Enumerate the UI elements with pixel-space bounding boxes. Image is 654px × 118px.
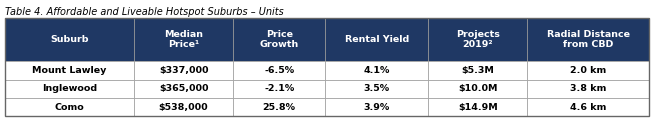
Text: Radial Distance
from CBD: Radial Distance from CBD bbox=[547, 30, 630, 49]
Bar bbox=[5, 18, 649, 116]
Bar bbox=[527, 98, 649, 116]
Bar bbox=[233, 98, 325, 116]
Text: $538,000: $538,000 bbox=[159, 103, 209, 112]
Text: 3.5%: 3.5% bbox=[364, 84, 390, 93]
Text: -2.1%: -2.1% bbox=[264, 84, 294, 93]
Bar bbox=[325, 61, 428, 80]
Text: 3.8 km: 3.8 km bbox=[570, 84, 606, 93]
Bar bbox=[325, 18, 428, 61]
Text: $10.0M: $10.0M bbox=[458, 84, 498, 93]
Text: $14.9M: $14.9M bbox=[458, 103, 498, 112]
Text: Projects
2019²: Projects 2019² bbox=[456, 30, 500, 49]
Bar bbox=[527, 18, 649, 61]
Text: 4.6 km: 4.6 km bbox=[570, 103, 606, 112]
Bar bbox=[134, 98, 233, 116]
Text: 25.8%: 25.8% bbox=[263, 103, 296, 112]
Text: Median
Price¹: Median Price¹ bbox=[164, 30, 203, 49]
Bar bbox=[5, 98, 134, 116]
Text: Table 4. Affordable and Liveable Hotspot Suburbs – Units: Table 4. Affordable and Liveable Hotspot… bbox=[5, 7, 284, 17]
Bar bbox=[233, 18, 325, 61]
Text: Price
Growth: Price Growth bbox=[260, 30, 299, 49]
Bar bbox=[134, 80, 233, 98]
Bar bbox=[428, 18, 527, 61]
Bar bbox=[428, 61, 527, 80]
Text: Como: Como bbox=[55, 103, 84, 112]
Bar bbox=[134, 61, 233, 80]
Text: $365,000: $365,000 bbox=[159, 84, 209, 93]
Text: 2.0 km: 2.0 km bbox=[570, 66, 606, 75]
Text: Inglewood: Inglewood bbox=[42, 84, 97, 93]
Text: $5.3M: $5.3M bbox=[461, 66, 494, 75]
Text: Rental Yield: Rental Yield bbox=[345, 35, 409, 44]
Text: Mount Lawley: Mount Lawley bbox=[33, 66, 107, 75]
Bar bbox=[134, 18, 233, 61]
Text: $337,000: $337,000 bbox=[159, 66, 209, 75]
Bar bbox=[428, 80, 527, 98]
Bar bbox=[527, 61, 649, 80]
Text: 3.9%: 3.9% bbox=[364, 103, 390, 112]
Bar bbox=[5, 80, 134, 98]
Text: 4.1%: 4.1% bbox=[364, 66, 390, 75]
Bar bbox=[5, 61, 134, 80]
Bar bbox=[428, 98, 527, 116]
Text: Suburb: Suburb bbox=[50, 35, 89, 44]
Bar bbox=[5, 18, 134, 61]
Bar bbox=[325, 80, 428, 98]
Text: -6.5%: -6.5% bbox=[264, 66, 294, 75]
Bar bbox=[233, 61, 325, 80]
Bar bbox=[527, 80, 649, 98]
Bar bbox=[325, 98, 428, 116]
Bar bbox=[233, 80, 325, 98]
